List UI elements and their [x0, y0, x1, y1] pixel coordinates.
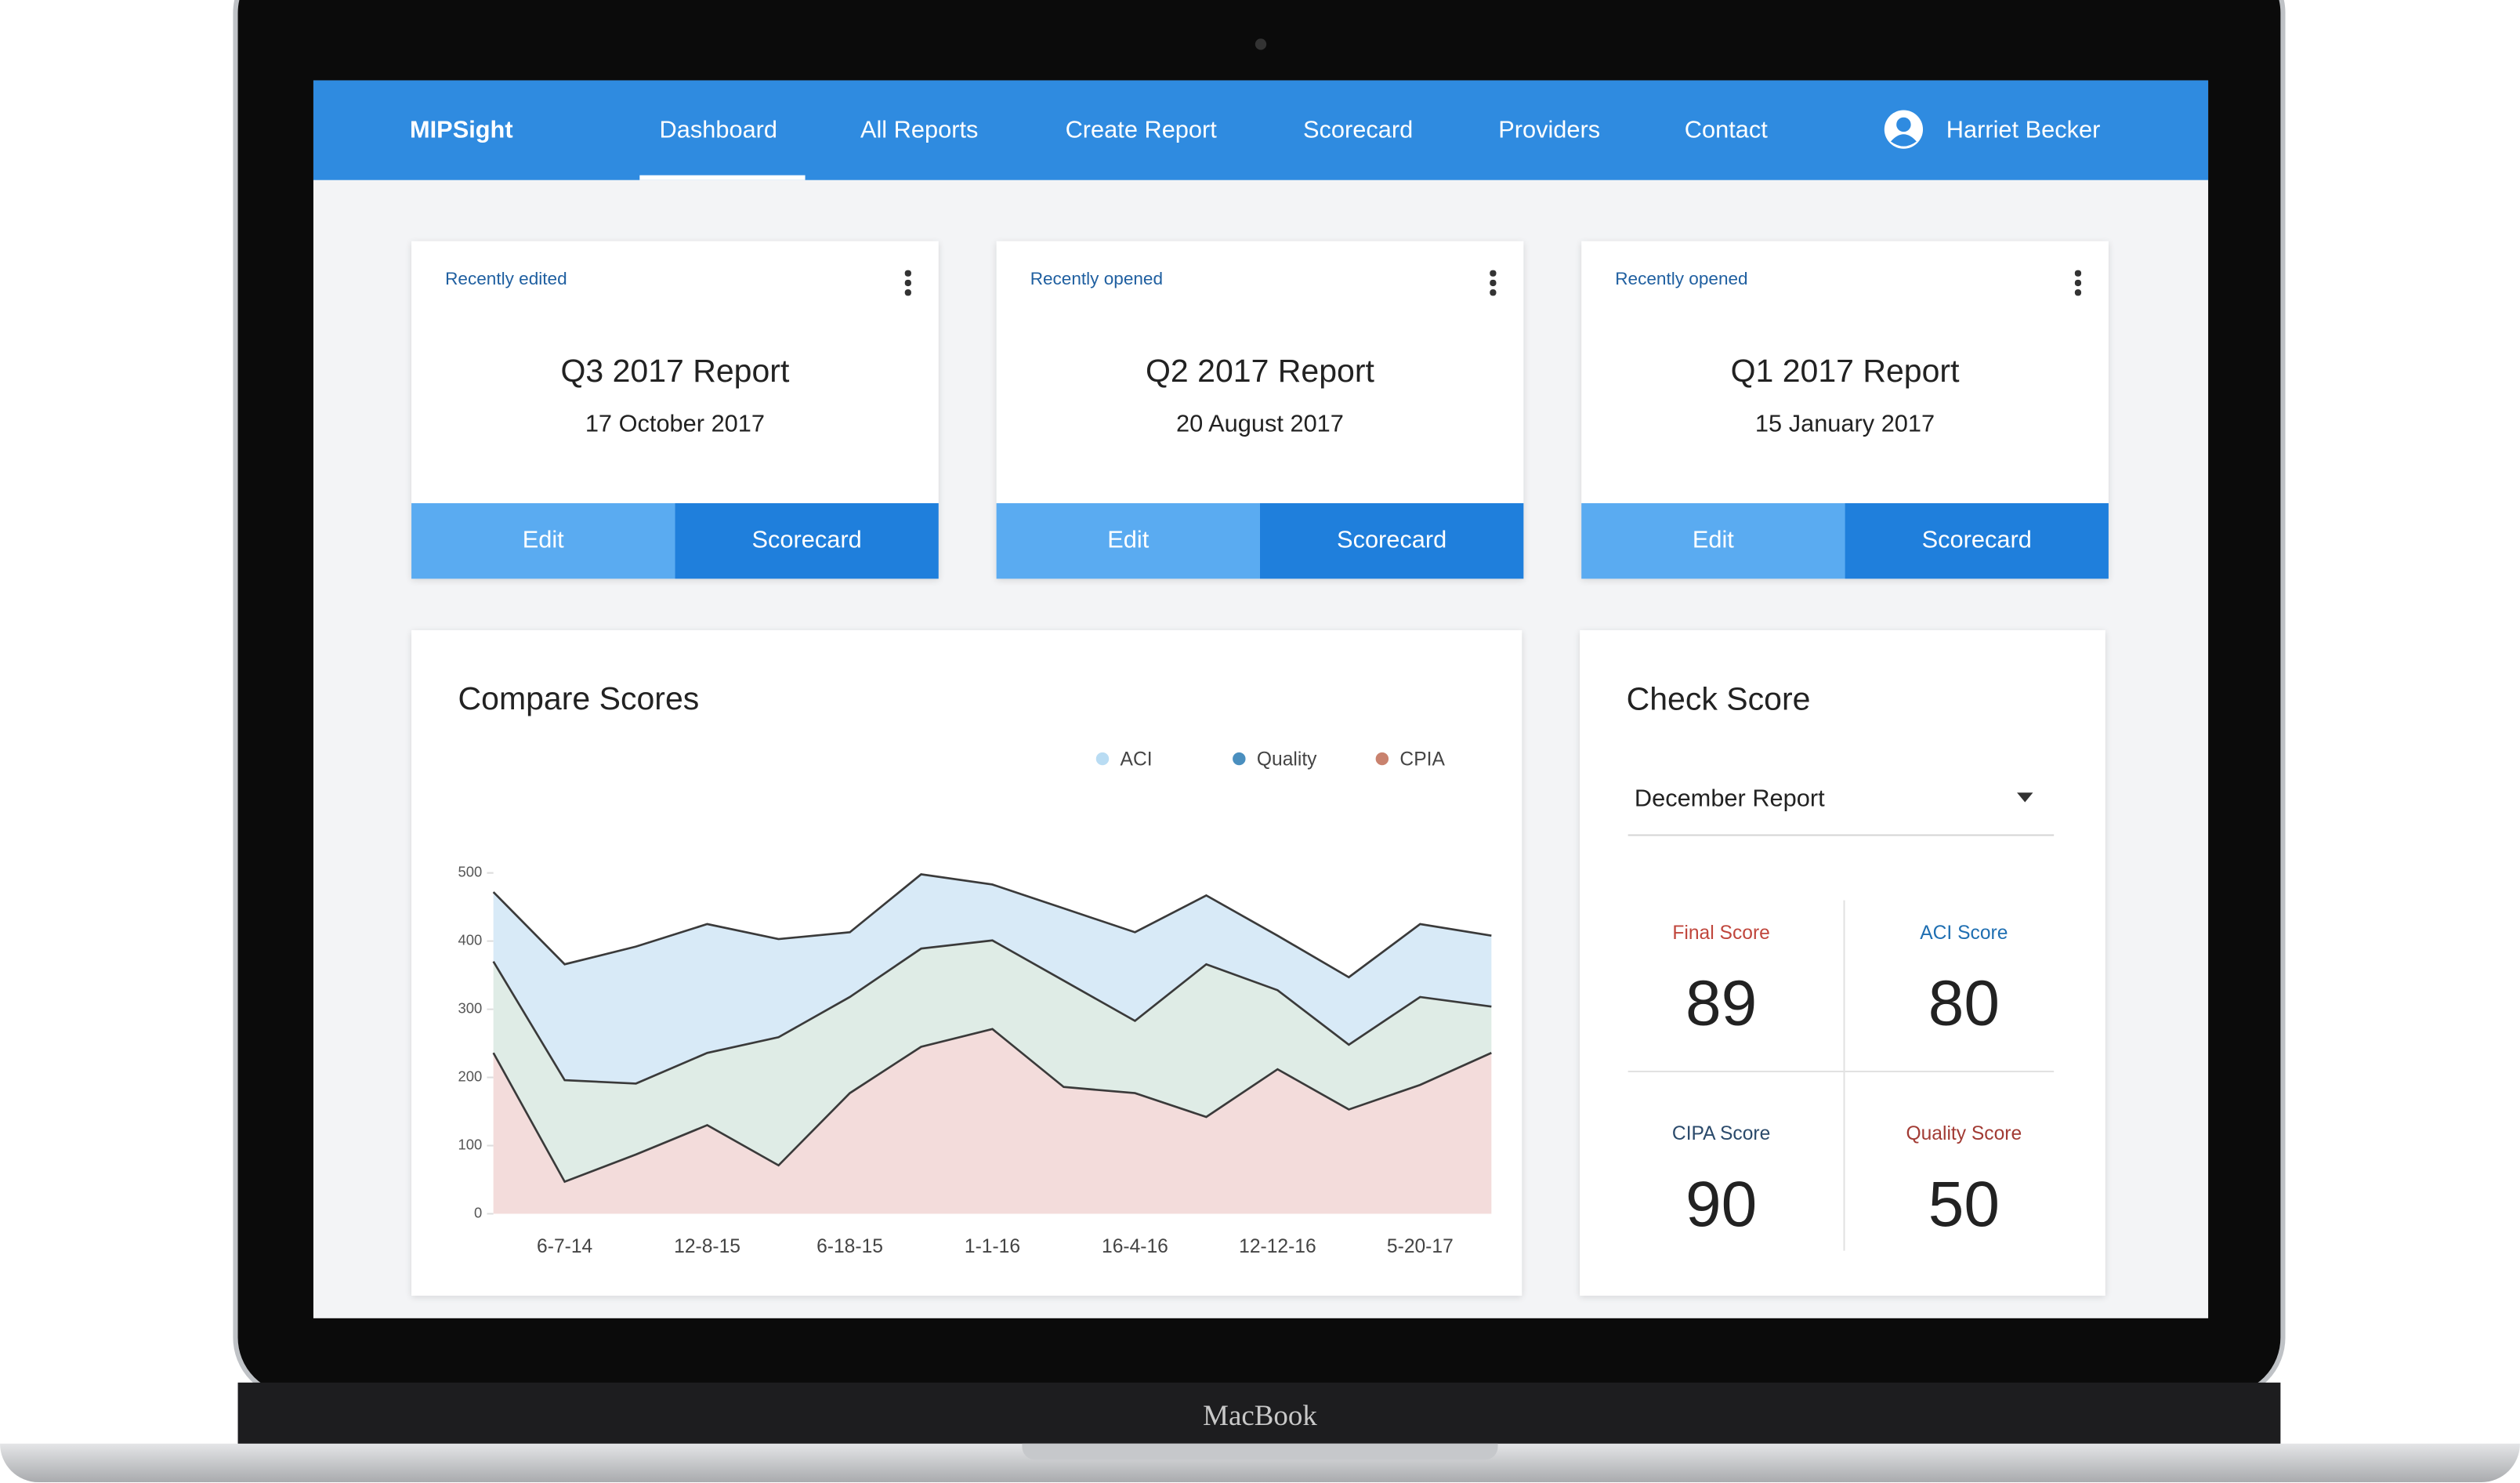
y-tick-label: 400 [458, 932, 483, 948]
user-name[interactable]: Harriet Becker [1946, 116, 2101, 144]
button-label: Edit [1692, 526, 1734, 554]
score-value: 89 [1685, 968, 1758, 1039]
report-select[interactable]: December Report [1634, 785, 1825, 813]
screen: MIPSight Harriet Becker Dashboard All Rep… [313, 80, 2209, 1318]
nav-bar: MIPSight Harriet Becker Dashboard All Rep… [313, 80, 2209, 180]
score-label: Final Score [1672, 921, 1770, 944]
report-date: 17 October 2017 [585, 411, 766, 438]
legend-marker [1095, 752, 1110, 766]
menu-dot [2074, 289, 2081, 296]
nav-item[interactable]: All Reports [860, 116, 979, 144]
button-label: Scorecard [751, 526, 862, 554]
report-title: Q1 2017 Report [1730, 354, 1960, 390]
x-tick-label: 12-8-15 [674, 1236, 740, 1257]
y-tick-label: 100 [458, 1136, 483, 1152]
laptop-label: MacBook [1203, 1399, 1317, 1432]
laptop-notch [1022, 1443, 1498, 1460]
legend-marker [1233, 752, 1246, 766]
card-tag: Recently opened [1615, 270, 1748, 290]
button-label: Edit [1107, 526, 1150, 554]
menu-dot [1490, 279, 1496, 286]
x-tick-label: 6-7-14 [537, 1236, 592, 1257]
card-tag: Recently edited [445, 270, 567, 290]
legend-label: ACI [1121, 749, 1153, 771]
nav-item[interactable]: Dashboard [659, 116, 778, 144]
score-value: 80 [1928, 968, 2000, 1039]
check-score-card: Check Score December Report Final Score 8… [1580, 629, 2105, 1296]
grid-divider [1628, 1070, 2055, 1073]
laptop-chin [237, 1382, 2281, 1447]
y-tick-label: 200 [458, 1068, 483, 1084]
report-date: 20 August 2017 [1176, 411, 1344, 438]
nav-item[interactable]: Providers [1498, 116, 1601, 144]
button-label: Scorecard [1921, 526, 2032, 554]
menu-dot [904, 279, 911, 286]
score-value: 50 [1928, 1169, 2000, 1241]
card-button[interactable]: Scorecard [1845, 502, 2109, 579]
nav-item[interactable]: Create Report [1065, 116, 1217, 144]
card-button[interactable]: Scorecard [675, 502, 939, 579]
area [493, 874, 1492, 1084]
legend-label: CPIA [1399, 749, 1445, 771]
active-underline [639, 175, 806, 180]
menu-dot [904, 270, 911, 276]
card-button[interactable]: Edit [1581, 502, 1845, 579]
grid-divider [1843, 900, 1845, 1251]
area [493, 940, 1492, 1182]
card-button[interactable]: Edit [411, 502, 675, 579]
more-menu[interactable] [903, 267, 913, 296]
legend-marker [1375, 752, 1389, 766]
menu-dot [1490, 289, 1496, 296]
y-tick-label: 500 [458, 864, 483, 880]
area-line [492, 939, 1492, 1085]
select-underline [1628, 834, 2055, 836]
x-tick-label: 1-1-16 [965, 1236, 1020, 1257]
area-chart: Compare Scores ACI Quality CPIA 0 100 200 300 40… [458, 680, 1492, 1257]
y-tick-label: 300 [458, 999, 483, 1016]
report-title: Q3 2017 Report [560, 354, 790, 390]
report-card: Recently edited Q3 2017 Report 17 October … [411, 241, 939, 579]
card-button[interactable]: Edit [996, 502, 1260, 579]
camera [1255, 38, 1267, 50]
area-line [492, 1028, 1492, 1184]
score-label: CIPA Score [1671, 1122, 1771, 1145]
menu-dot [2074, 279, 2081, 286]
report-card: Recently opened Q2 2017 Report 20 August 2… [996, 241, 1524, 579]
report-date: 15 January 2017 [1754, 411, 1935, 438]
x-tick-label: 16-4-16 [1102, 1236, 1168, 1257]
card-tag: Recently opened [1030, 270, 1164, 290]
nav-item[interactable]: Contact [1684, 116, 1768, 144]
button-label: Scorecard [1337, 526, 1447, 554]
score-label: ACI Score [1920, 921, 2008, 944]
more-menu[interactable] [1488, 267, 1497, 296]
area-line [492, 873, 1492, 979]
nav-item[interactable]: Scorecard [1302, 116, 1414, 144]
button-label: Edit [522, 526, 564, 554]
compare-scores-card: Compare Scores ACI Quality CPIA 0 100 200 300 40… [411, 629, 1522, 1296]
x-tick-label: 12-12-16 [1239, 1236, 1316, 1257]
y-tick-label: 0 [474, 1204, 482, 1220]
menu-dot [2074, 270, 2081, 276]
score-value: 90 [1685, 1169, 1758, 1241]
report-card: Recently opened Q1 2017 Report 15 January … [1581, 241, 2109, 579]
report-title: Q2 2017 Report [1146, 354, 1374, 390]
legend-label: Quality [1257, 749, 1317, 771]
score-label: Quality Score [1906, 1122, 2022, 1145]
x-tick-label: 6-18-15 [816, 1236, 883, 1257]
brand[interactable]: MIPSight [410, 116, 513, 144]
menu-dot [904, 289, 911, 296]
card-title: Check Score [1626, 682, 1811, 718]
dropdown-caret[interactable] [2017, 792, 2033, 803]
user-icon [1884, 110, 1924, 149]
x-tick-label: 5-20-17 [1387, 1236, 1454, 1257]
more-menu[interactable] [2073, 267, 2083, 296]
menu-dot [1490, 270, 1496, 276]
card-button[interactable]: Scorecard [1259, 502, 1524, 579]
chart-title: Compare Scores [458, 680, 700, 716]
area [493, 1028, 1492, 1214]
